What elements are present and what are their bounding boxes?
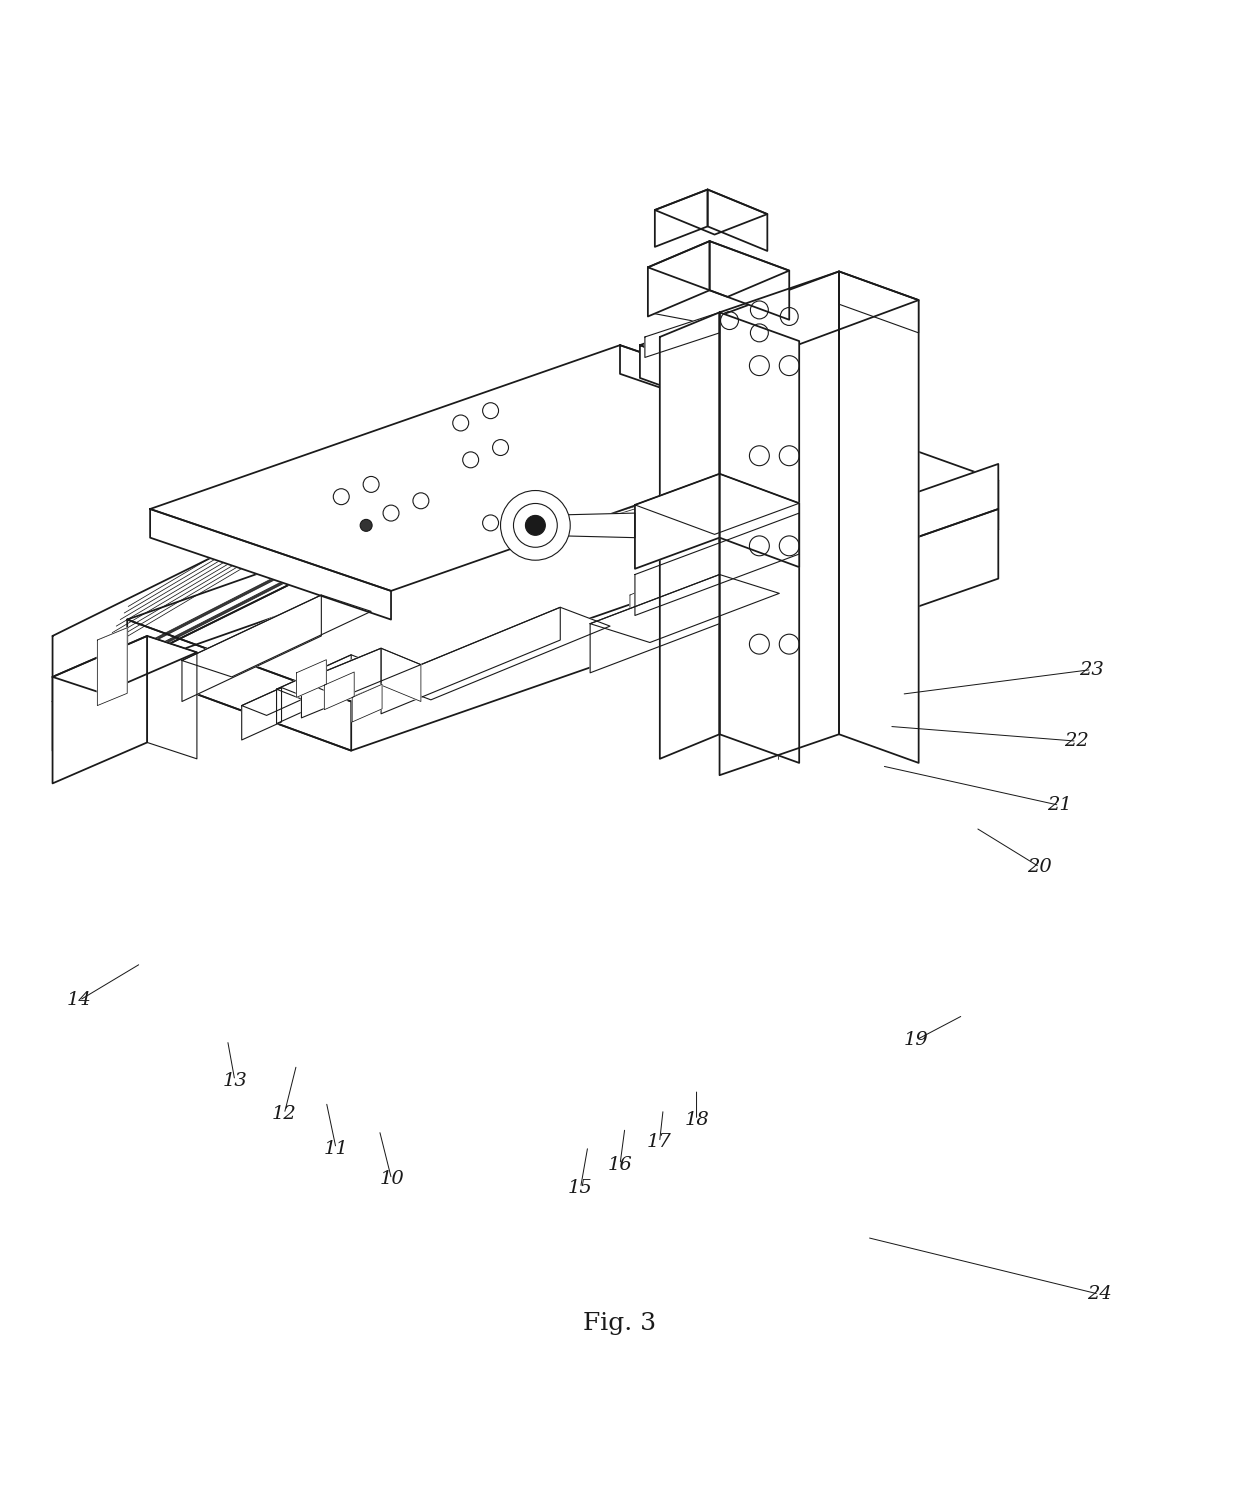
Text: 21: 21 <box>1047 796 1071 814</box>
Polygon shape <box>635 473 800 535</box>
Text: 22: 22 <box>1064 732 1089 750</box>
Polygon shape <box>325 672 355 710</box>
Polygon shape <box>277 671 316 723</box>
Polygon shape <box>128 488 869 750</box>
Polygon shape <box>869 509 998 624</box>
Polygon shape <box>590 574 719 672</box>
Polygon shape <box>640 448 998 571</box>
Polygon shape <box>52 636 148 784</box>
Polygon shape <box>182 595 371 677</box>
Polygon shape <box>590 574 779 642</box>
Circle shape <box>526 515 546 535</box>
Polygon shape <box>128 619 351 750</box>
Text: 18: 18 <box>684 1111 709 1129</box>
Text: 12: 12 <box>272 1105 296 1123</box>
Polygon shape <box>150 509 391 619</box>
Polygon shape <box>839 271 919 763</box>
Polygon shape <box>311 656 351 707</box>
Polygon shape <box>311 656 376 683</box>
Polygon shape <box>719 271 839 775</box>
Polygon shape <box>148 636 197 760</box>
Polygon shape <box>734 552 764 588</box>
Text: 20: 20 <box>1027 857 1052 876</box>
Polygon shape <box>655 190 768 235</box>
Polygon shape <box>536 512 635 538</box>
Polygon shape <box>655 190 708 247</box>
Polygon shape <box>301 648 420 698</box>
Polygon shape <box>242 687 281 740</box>
Polygon shape <box>719 312 800 763</box>
Polygon shape <box>52 488 351 701</box>
Text: 14: 14 <box>67 992 92 1010</box>
Polygon shape <box>620 345 859 455</box>
Polygon shape <box>708 190 768 252</box>
Polygon shape <box>719 473 800 567</box>
Polygon shape <box>709 241 789 319</box>
Polygon shape <box>640 472 869 571</box>
Polygon shape <box>381 648 420 701</box>
Polygon shape <box>869 464 998 555</box>
Polygon shape <box>296 660 326 698</box>
Polygon shape <box>869 481 998 571</box>
Polygon shape <box>647 241 709 316</box>
Text: 10: 10 <box>379 1171 404 1189</box>
Text: Fig. 3: Fig. 3 <box>584 1313 656 1335</box>
Polygon shape <box>665 573 694 610</box>
Polygon shape <box>52 555 351 750</box>
Polygon shape <box>352 684 382 722</box>
Text: 19: 19 <box>904 1031 929 1049</box>
Polygon shape <box>660 312 719 760</box>
Text: 16: 16 <box>608 1156 632 1174</box>
Polygon shape <box>635 473 719 568</box>
Polygon shape <box>647 241 789 297</box>
Polygon shape <box>52 636 197 693</box>
Text: 17: 17 <box>647 1133 672 1151</box>
Polygon shape <box>98 628 128 705</box>
Polygon shape <box>301 648 381 717</box>
Text: 23: 23 <box>1079 660 1104 678</box>
Polygon shape <box>381 607 560 714</box>
Polygon shape <box>128 440 869 701</box>
Polygon shape <box>277 671 341 699</box>
Polygon shape <box>640 271 919 374</box>
Polygon shape <box>640 345 719 407</box>
Polygon shape <box>640 440 869 571</box>
Text: 15: 15 <box>568 1178 593 1197</box>
Polygon shape <box>630 583 660 619</box>
Text: 11: 11 <box>324 1139 348 1157</box>
Circle shape <box>501 490 570 561</box>
Polygon shape <box>640 398 998 521</box>
Polygon shape <box>150 345 859 591</box>
Polygon shape <box>645 312 719 357</box>
Polygon shape <box>182 595 321 701</box>
Polygon shape <box>699 562 729 600</box>
Polygon shape <box>635 512 800 615</box>
Polygon shape <box>839 271 919 333</box>
Text: 13: 13 <box>222 1071 247 1090</box>
Polygon shape <box>381 607 610 699</box>
Circle shape <box>360 520 372 532</box>
Text: 24: 24 <box>1086 1285 1111 1304</box>
Polygon shape <box>242 687 306 716</box>
